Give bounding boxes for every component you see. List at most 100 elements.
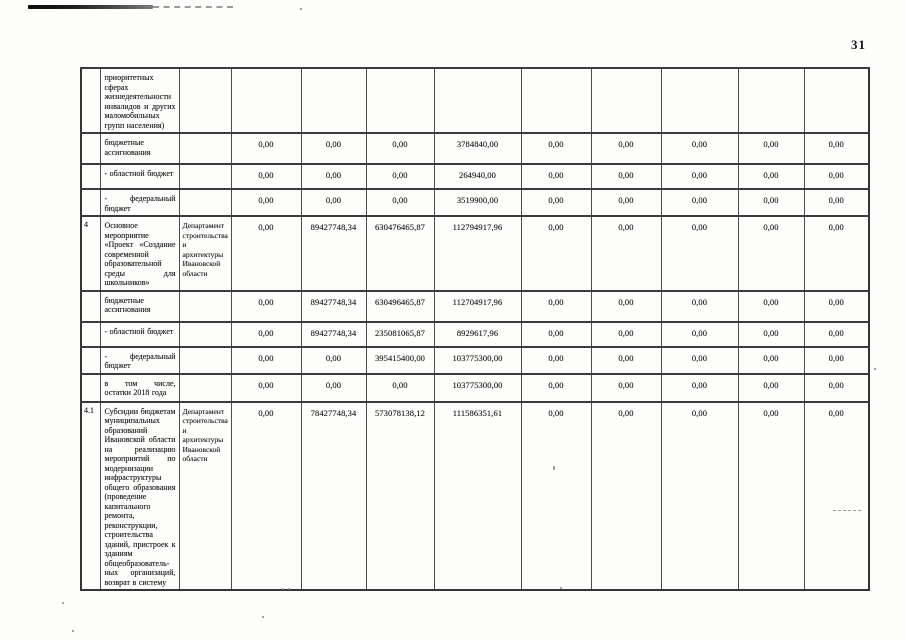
value-cell: 0,00	[660, 132, 738, 164]
scan-speck	[300, 8, 302, 10]
value-cell: 235081065,87	[365, 320, 434, 347]
scan-speck	[874, 368, 876, 370]
value-cell: 630496465,87	[365, 289, 434, 322]
value-cell	[803, 67, 869, 133]
value-cell: 0,00	[737, 345, 804, 374]
budget-table: приоритетных сферах жизнедеятельности ин…	[80, 67, 870, 591]
value-cell: 0,00	[365, 188, 434, 216]
value-cell: 112704917,96	[433, 289, 521, 322]
page-number: 31	[851, 37, 866, 52]
value-cell: 0,00	[660, 345, 738, 374]
value-cell: 0,00	[300, 132, 366, 164]
value-cell: 0,00	[737, 289, 804, 322]
value-cell: 89427748,34	[300, 215, 366, 291]
value-cell: 0,00	[300, 188, 366, 216]
description-cell: бюджетные ассигнования	[99, 289, 179, 322]
value-cell: 0,00	[230, 188, 301, 216]
row-number-cell	[80, 163, 100, 189]
value-cell: 0,00	[737, 372, 804, 402]
value-cell: 0,00	[300, 163, 366, 189]
value-cell: 0,00	[590, 289, 661, 322]
value-cell: 0,00	[590, 400, 661, 590]
scan-speck	[560, 587, 562, 589]
value-cell: 0,00	[660, 289, 738, 322]
row-number-cell	[80, 320, 100, 347]
department-cell	[178, 188, 231, 216]
scan-speck	[62, 602, 64, 604]
description-cell: - областной бюджет	[99, 163, 179, 189]
description-cell: Основное мероприятие «Проект «Создание с…	[99, 215, 179, 291]
value-cell: 103775300,00	[433, 345, 521, 374]
value-cell: 0,00	[365, 372, 434, 402]
description-cell: - федеральный бюджет	[99, 188, 179, 216]
description-cell: бюджетные ассигнования	[99, 132, 179, 164]
value-cell: 0,00	[803, 320, 869, 347]
value-cell: 395415400,00	[365, 345, 434, 374]
value-cell: 0,00	[590, 188, 661, 216]
department-cell	[178, 372, 231, 402]
value-cell: 0,00	[230, 400, 301, 590]
department-cell	[178, 345, 231, 374]
row-number-cell	[80, 132, 100, 164]
scan-artifact-dashes-small	[833, 510, 861, 511]
table-row: бюджетные ассигнования 0,00 89427748,34 630…	[80, 289, 869, 322]
department-cell	[178, 132, 231, 164]
value-cell: 0,00	[230, 289, 301, 322]
table-row: 4.1 Субсидии бюджетам муниципальных образ…	[80, 400, 869, 590]
table-row: - областной бюджет 0,00 0,00 0,00 264940,00 0…	[80, 163, 869, 189]
value-cell: 0,00	[230, 163, 301, 189]
value-cell: 0,00	[520, 372, 591, 402]
value-cell: 0,00	[803, 215, 869, 291]
department-cell: Департамент строительства и архитектуры …	[178, 215, 231, 291]
value-cell: 0,00	[737, 400, 804, 590]
scan-speck	[553, 466, 555, 470]
value-cell: 0,00	[230, 320, 301, 347]
value-cell: 0,00	[520, 289, 591, 322]
value-cell: 0,00	[660, 400, 738, 590]
value-cell: 112794917,96	[433, 215, 521, 291]
value-cell: 78427748,34	[300, 400, 366, 590]
value-cell: 0,00	[230, 372, 301, 402]
value-cell: 0,00	[520, 345, 591, 374]
table-row: - областной бюджет 0,00 89427748,34 2350810…	[80, 320, 869, 347]
row-number-cell	[80, 188, 100, 216]
table-row: - федеральный бюджет 0,00 0,00 395415400,00…	[80, 345, 869, 374]
value-cell: 0,00	[737, 132, 804, 164]
value-cell: 89427748,34	[300, 289, 366, 322]
row-number-cell	[80, 289, 100, 322]
description-cell: приоритетных сферах жизнедеятельности ин…	[99, 67, 179, 133]
value-cell: 0,00	[803, 372, 869, 402]
value-cell: 0,00	[660, 372, 738, 402]
value-cell: 0,00	[660, 215, 738, 291]
value-cell: 8929617,96	[433, 320, 521, 347]
value-cell: 0,00	[803, 400, 869, 590]
department-cell: Департамент строительства и архитектуры …	[178, 400, 231, 590]
description-cell: - федеральный бюджет	[99, 345, 179, 374]
description-cell: Субсидии бюджетам муниципальных образова…	[99, 400, 179, 590]
value-cell	[433, 67, 521, 133]
value-cell: 0,00	[230, 215, 301, 291]
value-cell: 0,00	[230, 345, 301, 374]
scan-artifact-line	[28, 5, 153, 9]
value-cell: 0,00	[803, 188, 869, 216]
value-cell: 0,00	[737, 188, 804, 216]
department-cell	[178, 67, 231, 133]
value-cell: 0,00	[520, 132, 591, 164]
value-cell	[520, 67, 591, 133]
value-cell: 0,00	[660, 163, 738, 189]
value-cell	[660, 67, 738, 133]
value-cell: 0,00	[803, 345, 869, 374]
value-cell: 0,00	[590, 132, 661, 164]
description-cell: в том числе, остатки 2018 года	[99, 372, 179, 402]
value-cell: 3519900,00	[433, 188, 521, 216]
value-cell: 0,00	[520, 320, 591, 347]
scan-speck	[288, 588, 290, 590]
row-number-cell	[80, 67, 100, 133]
scan-speck	[262, 616, 264, 618]
value-cell: 0,00	[300, 372, 366, 402]
value-cell: 0,00	[590, 320, 661, 347]
value-cell: 0,00	[737, 163, 804, 189]
value-cell: 89427748,34	[300, 320, 366, 347]
value-cell: 0,00	[660, 320, 738, 347]
